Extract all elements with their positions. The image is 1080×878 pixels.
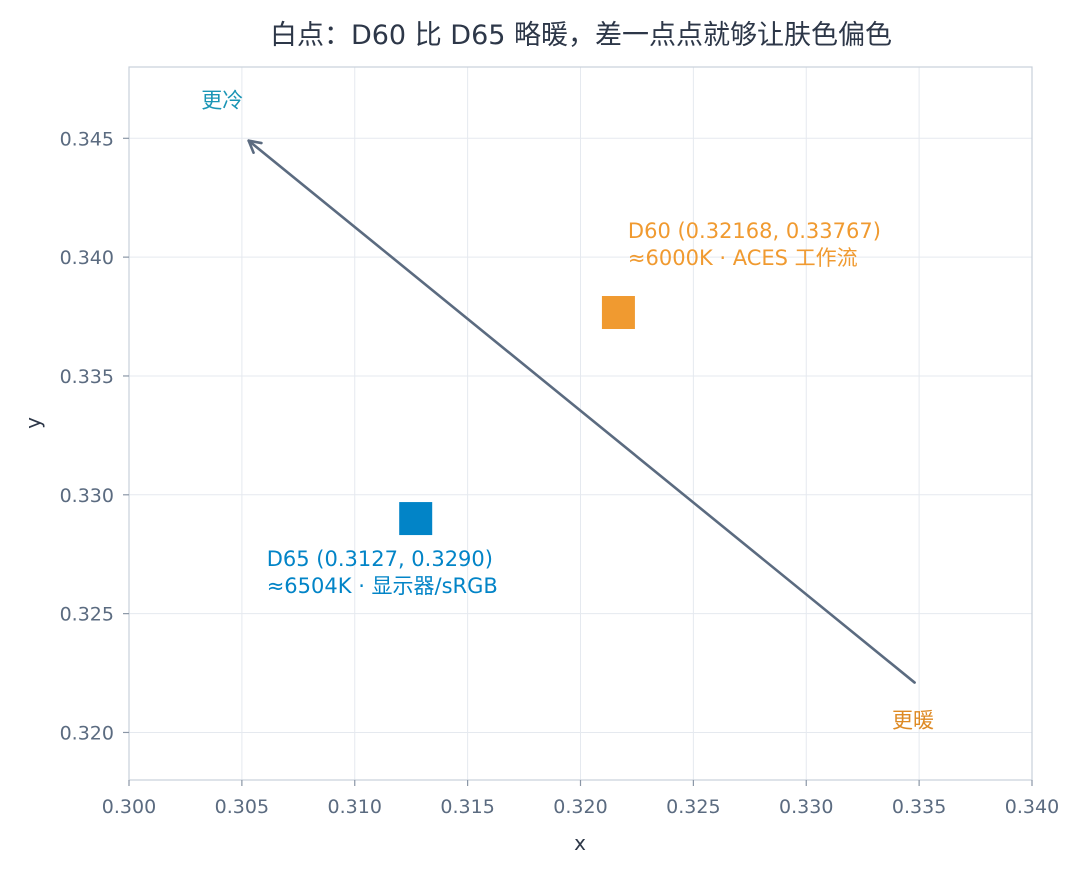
y-tick-label: 0.330 (60, 485, 114, 507)
point-label: ≈6504K · 显示器/sRGB (267, 574, 498, 598)
arrow-head (247, 139, 263, 155)
point-label: D65 (0.3127, 0.3290) (267, 547, 493, 571)
y-tick-label: 0.325 (60, 604, 114, 626)
axis-ticks: 0.300 0.305 0.310 0.315 0.320 0.325 0.330 0.335… (60, 128, 1060, 818)
direction-annotation: 更冷 (201, 88, 243, 112)
direction-annotation: 更暖 (892, 709, 934, 733)
grid (128, 67, 1033, 780)
x-tick-label: 0.300 (102, 796, 156, 818)
x-axis-label: x (574, 831, 586, 855)
point-label: D60 (0.32168, 0.33767) (628, 219, 881, 243)
x-tick-label: 0.325 (666, 796, 720, 818)
x-tick-label: 0.320 (553, 796, 607, 818)
x-tick-label: 0.330 (779, 796, 833, 818)
point-label: ≈6000K · ACES 工作流 (628, 246, 858, 270)
data-point (601, 296, 635, 330)
x-tick-label: 0.315 (440, 796, 494, 818)
y-tick-label: 0.340 (60, 247, 114, 269)
x-tick-label: 0.305 (215, 796, 269, 818)
y-axis-label: y (21, 417, 45, 429)
y-tick-label: 0.320 (60, 722, 114, 744)
data-point (399, 502, 433, 536)
y-tick-label: 0.335 (60, 366, 114, 388)
data-marks: D65 (0.3127, 0.3290) ≈6504K · 显示器/sRGB D60… (201, 88, 934, 732)
x-tick-label: 0.335 (892, 796, 946, 818)
chart-title: 白点：D60 比 D65 略暖，差一点点就够让肤色偏色 (270, 20, 892, 51)
y-tick-label: 0.345 (60, 128, 114, 150)
x-tick-label: 0.340 (1005, 796, 1059, 818)
x-tick-label: 0.310 (328, 796, 382, 818)
direction-arrow (247, 139, 916, 684)
